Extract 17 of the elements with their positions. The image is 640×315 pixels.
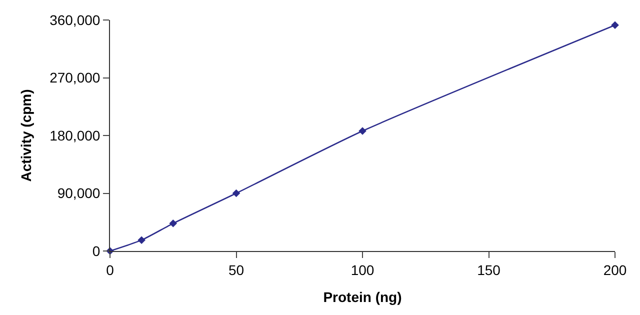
point: [358, 127, 366, 135]
y-tick-label: 90,000: [57, 185, 100, 202]
x-tick-label: 150: [477, 262, 501, 278]
x-axis-title: Protein (ng): [323, 289, 402, 306]
y-tick-label: 270,000: [50, 70, 100, 86]
y-tick-label: 0: [92, 242, 100, 259]
x-tick-label: 0: [106, 262, 114, 278]
x-tick-label: 100: [350, 262, 374, 278]
x-tick-label: 200: [603, 262, 627, 278]
x-tick-label: 50: [228, 262, 244, 278]
point: [232, 189, 240, 198]
y-tick-label: 180,000: [50, 127, 100, 144]
point: [611, 21, 619, 30]
y-tick-label: 360,000: [50, 12, 100, 28]
point: [169, 220, 178, 228]
y-axis-title: Activity (cpm): [18, 89, 34, 182]
point: [138, 236, 146, 244]
